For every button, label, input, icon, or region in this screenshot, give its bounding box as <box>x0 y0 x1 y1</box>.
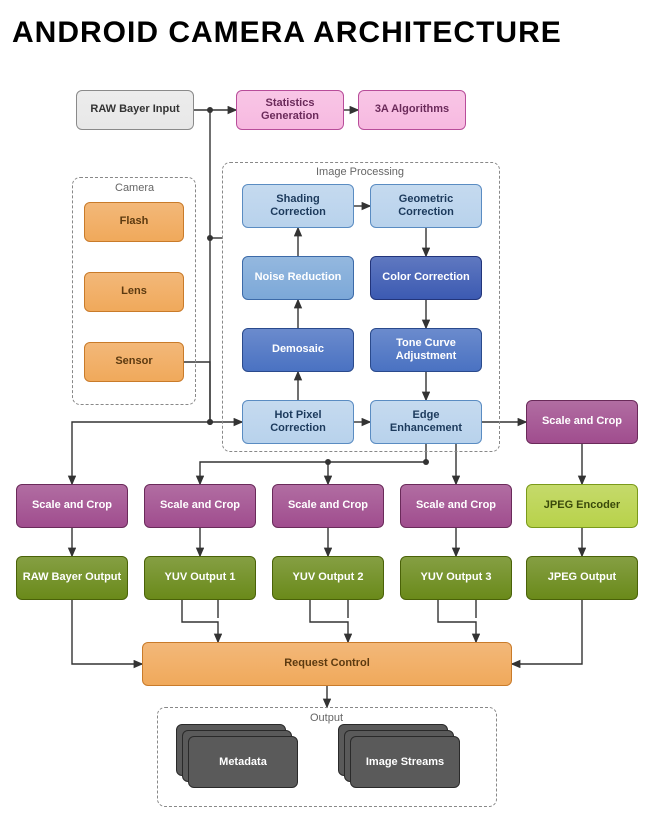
node-edge: Edge Enhancement <box>370 400 482 444</box>
node-scale4: Scale and Crop <box>400 484 512 528</box>
node-yuv2: YUV Output 2 <box>272 556 384 600</box>
node-scale5: Scale and Crop <box>526 400 638 444</box>
node-shading: Shading Correction <box>242 184 354 228</box>
node-hotpix: Hot Pixel Correction <box>242 400 354 444</box>
output-group-label: Output <box>310 712 343 724</box>
node-lens: Lens <box>84 272 184 312</box>
node-sensor: Sensor <box>84 342 184 382</box>
node-noise: Noise Reduction <box>242 256 354 300</box>
node-yuv1: YUV Output 1 <box>144 556 256 600</box>
page-title: ANDROID CAMERA ARCHITECTURE <box>12 16 646 50</box>
node-jpegout: JPEG Output <box>526 556 638 600</box>
metadata: Metadata <box>188 736 298 788</box>
node-flash: Flash <box>84 202 184 242</box>
node-yuv3: YUV Output 3 <box>400 556 512 600</box>
node-scale3: Scale and Crop <box>272 484 384 528</box>
node-reqctrl: Request Control <box>142 642 512 686</box>
streams: Image Streams <box>350 736 460 788</box>
node-raw-in: RAW Bayer Input <box>76 90 194 130</box>
node-demosaic: Demosaic <box>242 328 354 372</box>
diagram-canvas: Camera Image Processing Output Metadata Imag… <box>12 62 646 812</box>
camera-group-label: Camera <box>115 182 154 194</box>
node-stats: Statistics Generation <box>236 90 344 130</box>
ip-group-label: Image Processing <box>316 166 404 178</box>
node-jpegenc: JPEG Encoder <box>526 484 638 528</box>
node-scale1: Scale and Crop <box>16 484 128 528</box>
node-alg3a: 3A Algorithms <box>358 90 466 130</box>
node-rawout: RAW Bayer Output <box>16 556 128 600</box>
node-scale2: Scale and Crop <box>144 484 256 528</box>
node-tone: Tone Curve Adjustment <box>370 328 482 372</box>
node-color: Color Correction <box>370 256 482 300</box>
node-geom: Geometric Correction <box>370 184 482 228</box>
